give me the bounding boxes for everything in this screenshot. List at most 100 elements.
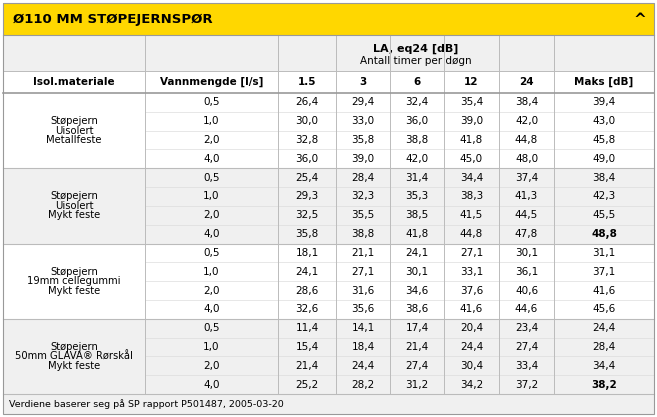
Text: 15,4: 15,4 bbox=[296, 342, 319, 352]
Text: 40,6: 40,6 bbox=[515, 286, 538, 296]
Text: 34,4: 34,4 bbox=[593, 361, 616, 371]
Text: 24,1: 24,1 bbox=[405, 248, 428, 258]
Text: 2,0: 2,0 bbox=[203, 135, 219, 145]
Text: 39,0: 39,0 bbox=[351, 154, 374, 164]
Text: 44,5: 44,5 bbox=[515, 210, 538, 220]
Text: Antall timer per døgn: Antall timer per døgn bbox=[360, 56, 472, 66]
Text: 2,0: 2,0 bbox=[203, 361, 219, 371]
Text: 44,8: 44,8 bbox=[460, 229, 483, 239]
Text: 34,2: 34,2 bbox=[460, 379, 483, 389]
Text: 28,4: 28,4 bbox=[351, 173, 374, 183]
Text: 17,4: 17,4 bbox=[405, 323, 428, 333]
Text: ^: ^ bbox=[633, 12, 646, 27]
Text: 24,4: 24,4 bbox=[460, 342, 483, 352]
Text: 28,2: 28,2 bbox=[351, 379, 374, 389]
Text: 24,4: 24,4 bbox=[593, 323, 616, 333]
Text: 6: 6 bbox=[413, 77, 420, 87]
Text: 45,6: 45,6 bbox=[593, 304, 616, 314]
Text: 38,6: 38,6 bbox=[405, 304, 428, 314]
Text: Isol.materiale: Isol.materiale bbox=[34, 77, 115, 87]
Text: 29,4: 29,4 bbox=[351, 98, 374, 108]
Text: Vannmengde [l/s]: Vannmengde [l/s] bbox=[160, 77, 263, 87]
Text: 32,8: 32,8 bbox=[296, 135, 319, 145]
Text: 4,0: 4,0 bbox=[203, 229, 219, 239]
Text: 31,1: 31,1 bbox=[593, 248, 616, 258]
Text: 38,3: 38,3 bbox=[460, 191, 483, 201]
Text: Støpejern: Støpejern bbox=[50, 266, 98, 276]
Text: 35,5: 35,5 bbox=[351, 210, 374, 220]
Text: 45,8: 45,8 bbox=[593, 135, 616, 145]
Text: 1.5: 1.5 bbox=[298, 77, 316, 87]
Text: 38,4: 38,4 bbox=[515, 98, 538, 108]
Text: 21,4: 21,4 bbox=[296, 361, 319, 371]
Text: 4,0: 4,0 bbox=[203, 304, 219, 314]
Text: 29,3: 29,3 bbox=[296, 191, 319, 201]
Text: 41,3: 41,3 bbox=[515, 191, 538, 201]
Text: 14,1: 14,1 bbox=[351, 323, 374, 333]
Text: 32,4: 32,4 bbox=[405, 98, 428, 108]
Text: 24,1: 24,1 bbox=[296, 267, 319, 277]
Text: 41,6: 41,6 bbox=[460, 304, 483, 314]
Text: 23,4: 23,4 bbox=[515, 323, 538, 333]
Text: 27,4: 27,4 bbox=[515, 342, 538, 352]
Text: Uisolert: Uisolert bbox=[55, 201, 93, 211]
Text: 34,4: 34,4 bbox=[460, 173, 483, 183]
Text: 28,4: 28,4 bbox=[593, 342, 616, 352]
Text: 38,4: 38,4 bbox=[593, 173, 616, 183]
Bar bbox=[3, 244, 654, 319]
Text: 39,4: 39,4 bbox=[593, 98, 616, 108]
Text: 2,0: 2,0 bbox=[203, 210, 219, 220]
Text: Ø110 MM STØPEJERNSРØR: Ø110 MM STØPEJERNSРØR bbox=[13, 13, 213, 25]
Text: 18,1: 18,1 bbox=[296, 248, 319, 258]
Text: 37,2: 37,2 bbox=[515, 379, 538, 389]
Text: 1,0: 1,0 bbox=[203, 116, 219, 126]
Text: 47,8: 47,8 bbox=[515, 229, 538, 239]
Text: Mykt feste: Mykt feste bbox=[48, 361, 100, 371]
Bar bbox=[3, 93, 654, 168]
Text: 35,3: 35,3 bbox=[405, 191, 428, 201]
Text: 24: 24 bbox=[519, 77, 533, 87]
Text: 48,8: 48,8 bbox=[591, 229, 617, 239]
Text: 11,4: 11,4 bbox=[296, 323, 319, 333]
Text: 32,6: 32,6 bbox=[296, 304, 319, 314]
Text: 0,5: 0,5 bbox=[203, 98, 219, 108]
Text: 20,4: 20,4 bbox=[460, 323, 483, 333]
Text: 30,1: 30,1 bbox=[515, 248, 538, 258]
Text: Støpejern: Støpejern bbox=[50, 116, 98, 126]
Text: 32,5: 32,5 bbox=[296, 210, 319, 220]
Text: 44,8: 44,8 bbox=[515, 135, 538, 145]
Text: 37,4: 37,4 bbox=[515, 173, 538, 183]
Text: 4,0: 4,0 bbox=[203, 154, 219, 164]
Text: 41,8: 41,8 bbox=[405, 229, 428, 239]
Text: 27,1: 27,1 bbox=[351, 267, 374, 277]
Text: 41,5: 41,5 bbox=[460, 210, 483, 220]
Text: 27,4: 27,4 bbox=[405, 361, 428, 371]
Bar bbox=[3, 3, 654, 35]
Text: 24,4: 24,4 bbox=[351, 361, 374, 371]
Text: 1,0: 1,0 bbox=[203, 267, 219, 277]
Text: 44,6: 44,6 bbox=[515, 304, 538, 314]
Text: 36,1: 36,1 bbox=[515, 267, 538, 277]
Text: 35,4: 35,4 bbox=[460, 98, 483, 108]
Text: 26,4: 26,4 bbox=[296, 98, 319, 108]
Text: 50mm GLAVA® Rørskål: 50mm GLAVA® Rørskål bbox=[15, 351, 133, 362]
Text: 19mm cellegummi: 19mm cellegummi bbox=[27, 276, 121, 286]
Text: 1,0: 1,0 bbox=[203, 191, 219, 201]
Text: 30,4: 30,4 bbox=[460, 361, 483, 371]
Text: 35,8: 35,8 bbox=[351, 135, 374, 145]
Bar bbox=[3, 71, 654, 93]
Text: 0,5: 0,5 bbox=[203, 173, 219, 183]
Text: 49,0: 49,0 bbox=[593, 154, 616, 164]
Text: 41,8: 41,8 bbox=[460, 135, 483, 145]
Text: 25,4: 25,4 bbox=[296, 173, 319, 183]
Text: 1,0: 1,0 bbox=[203, 342, 219, 352]
Text: 38,2: 38,2 bbox=[591, 379, 617, 389]
Text: Støpejern: Støpejern bbox=[50, 191, 98, 201]
Bar bbox=[3, 394, 654, 414]
Text: 38,5: 38,5 bbox=[405, 210, 428, 220]
Text: 27,1: 27,1 bbox=[460, 248, 483, 258]
Text: 42,3: 42,3 bbox=[593, 191, 616, 201]
Text: 43,0: 43,0 bbox=[593, 116, 616, 126]
Text: 36,0: 36,0 bbox=[405, 116, 428, 126]
Text: 30,1: 30,1 bbox=[405, 267, 428, 277]
